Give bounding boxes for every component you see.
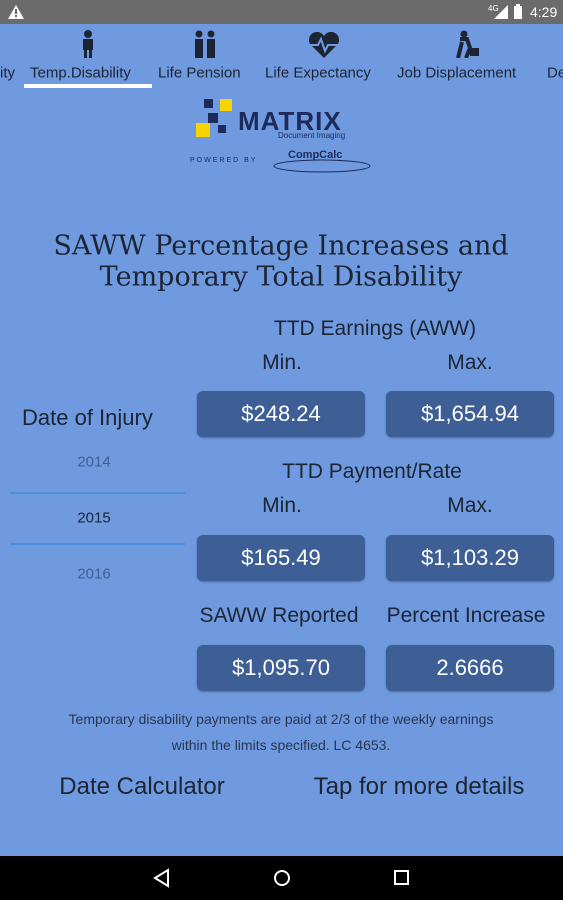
value-box: $165.49 xyxy=(197,535,365,581)
title-line: SAWW Percentage Increases and xyxy=(53,230,509,262)
picker-label: Date of Injury xyxy=(22,405,153,430)
tab-icon xyxy=(83,30,93,58)
signal-icon xyxy=(494,5,508,19)
section-label: SAWW Reported xyxy=(199,604,359,627)
title-line: Temporary Total Disability xyxy=(99,261,463,293)
clock: 4:29 xyxy=(530,4,558,20)
battery-icon xyxy=(514,4,522,19)
tab-icon xyxy=(195,30,215,58)
navigation-bar xyxy=(0,856,563,900)
network-type: 4G xyxy=(488,4,499,13)
tab[interactable]: Life Pension xyxy=(158,64,241,82)
logo-tagline: Document Imaging xyxy=(278,131,346,140)
section-label: TTD Payment/Rate xyxy=(282,460,462,483)
tab-icon xyxy=(308,32,340,58)
partner-logo: CompCalc xyxy=(288,149,343,161)
date-calculator-link[interactable]: Date Calculator xyxy=(59,773,225,800)
min-label: Min. xyxy=(262,351,302,374)
note-line: within the limits specified. LC 4653. xyxy=(171,737,391,753)
back-button[interactable] xyxy=(153,868,169,888)
tab-selected[interactable]: Temp.Disability xyxy=(30,64,131,82)
section-label: TTD Earnings (AWW) xyxy=(273,317,477,340)
tab-bar: ity Temp.Disability Life Pension Life Ex… xyxy=(0,24,563,92)
value-box: $1,103.29 xyxy=(386,535,554,581)
value-box: $248.24 xyxy=(197,391,365,437)
logo-brand: MATRIX xyxy=(238,106,342,136)
details-link[interactable]: Tap for more details xyxy=(313,773,525,800)
home-button[interactable] xyxy=(274,870,290,886)
max-label: Max. xyxy=(447,351,493,374)
value-box: $1,095.70 xyxy=(197,645,365,691)
picker-divider xyxy=(10,543,185,545)
picker-divider xyxy=(10,492,185,494)
logo-mark xyxy=(196,99,232,137)
tab[interactable]: De xyxy=(547,64,563,82)
nav-buttons xyxy=(153,868,409,888)
year-option[interactable]: 2014 xyxy=(77,453,111,471)
warning-icon xyxy=(8,5,24,19)
powered-by: POWERED BY xyxy=(190,157,258,164)
max-label: Max. xyxy=(447,494,493,517)
tab[interactable]: Life Expectancy xyxy=(265,64,371,82)
tab-icon xyxy=(456,30,479,58)
tab[interactable]: ity xyxy=(0,64,15,82)
year-selected[interactable]: 2015 xyxy=(77,509,111,527)
note-line: Temporary disability payments are paid a… xyxy=(68,711,494,727)
partner-swoosh xyxy=(273,159,371,173)
value-box: 2.6666 xyxy=(386,645,554,691)
min-label: Min. xyxy=(262,494,302,517)
tab-indicator xyxy=(24,84,152,88)
status-bar: 4G 4:29 xyxy=(0,0,563,24)
tab[interactable]: Job Displacement xyxy=(397,64,517,82)
value-box: $1,654.94 xyxy=(386,391,554,437)
year-option[interactable]: 2016 xyxy=(77,565,111,583)
section-label: Percent Increase xyxy=(386,604,546,627)
recents-button[interactable] xyxy=(394,870,409,885)
